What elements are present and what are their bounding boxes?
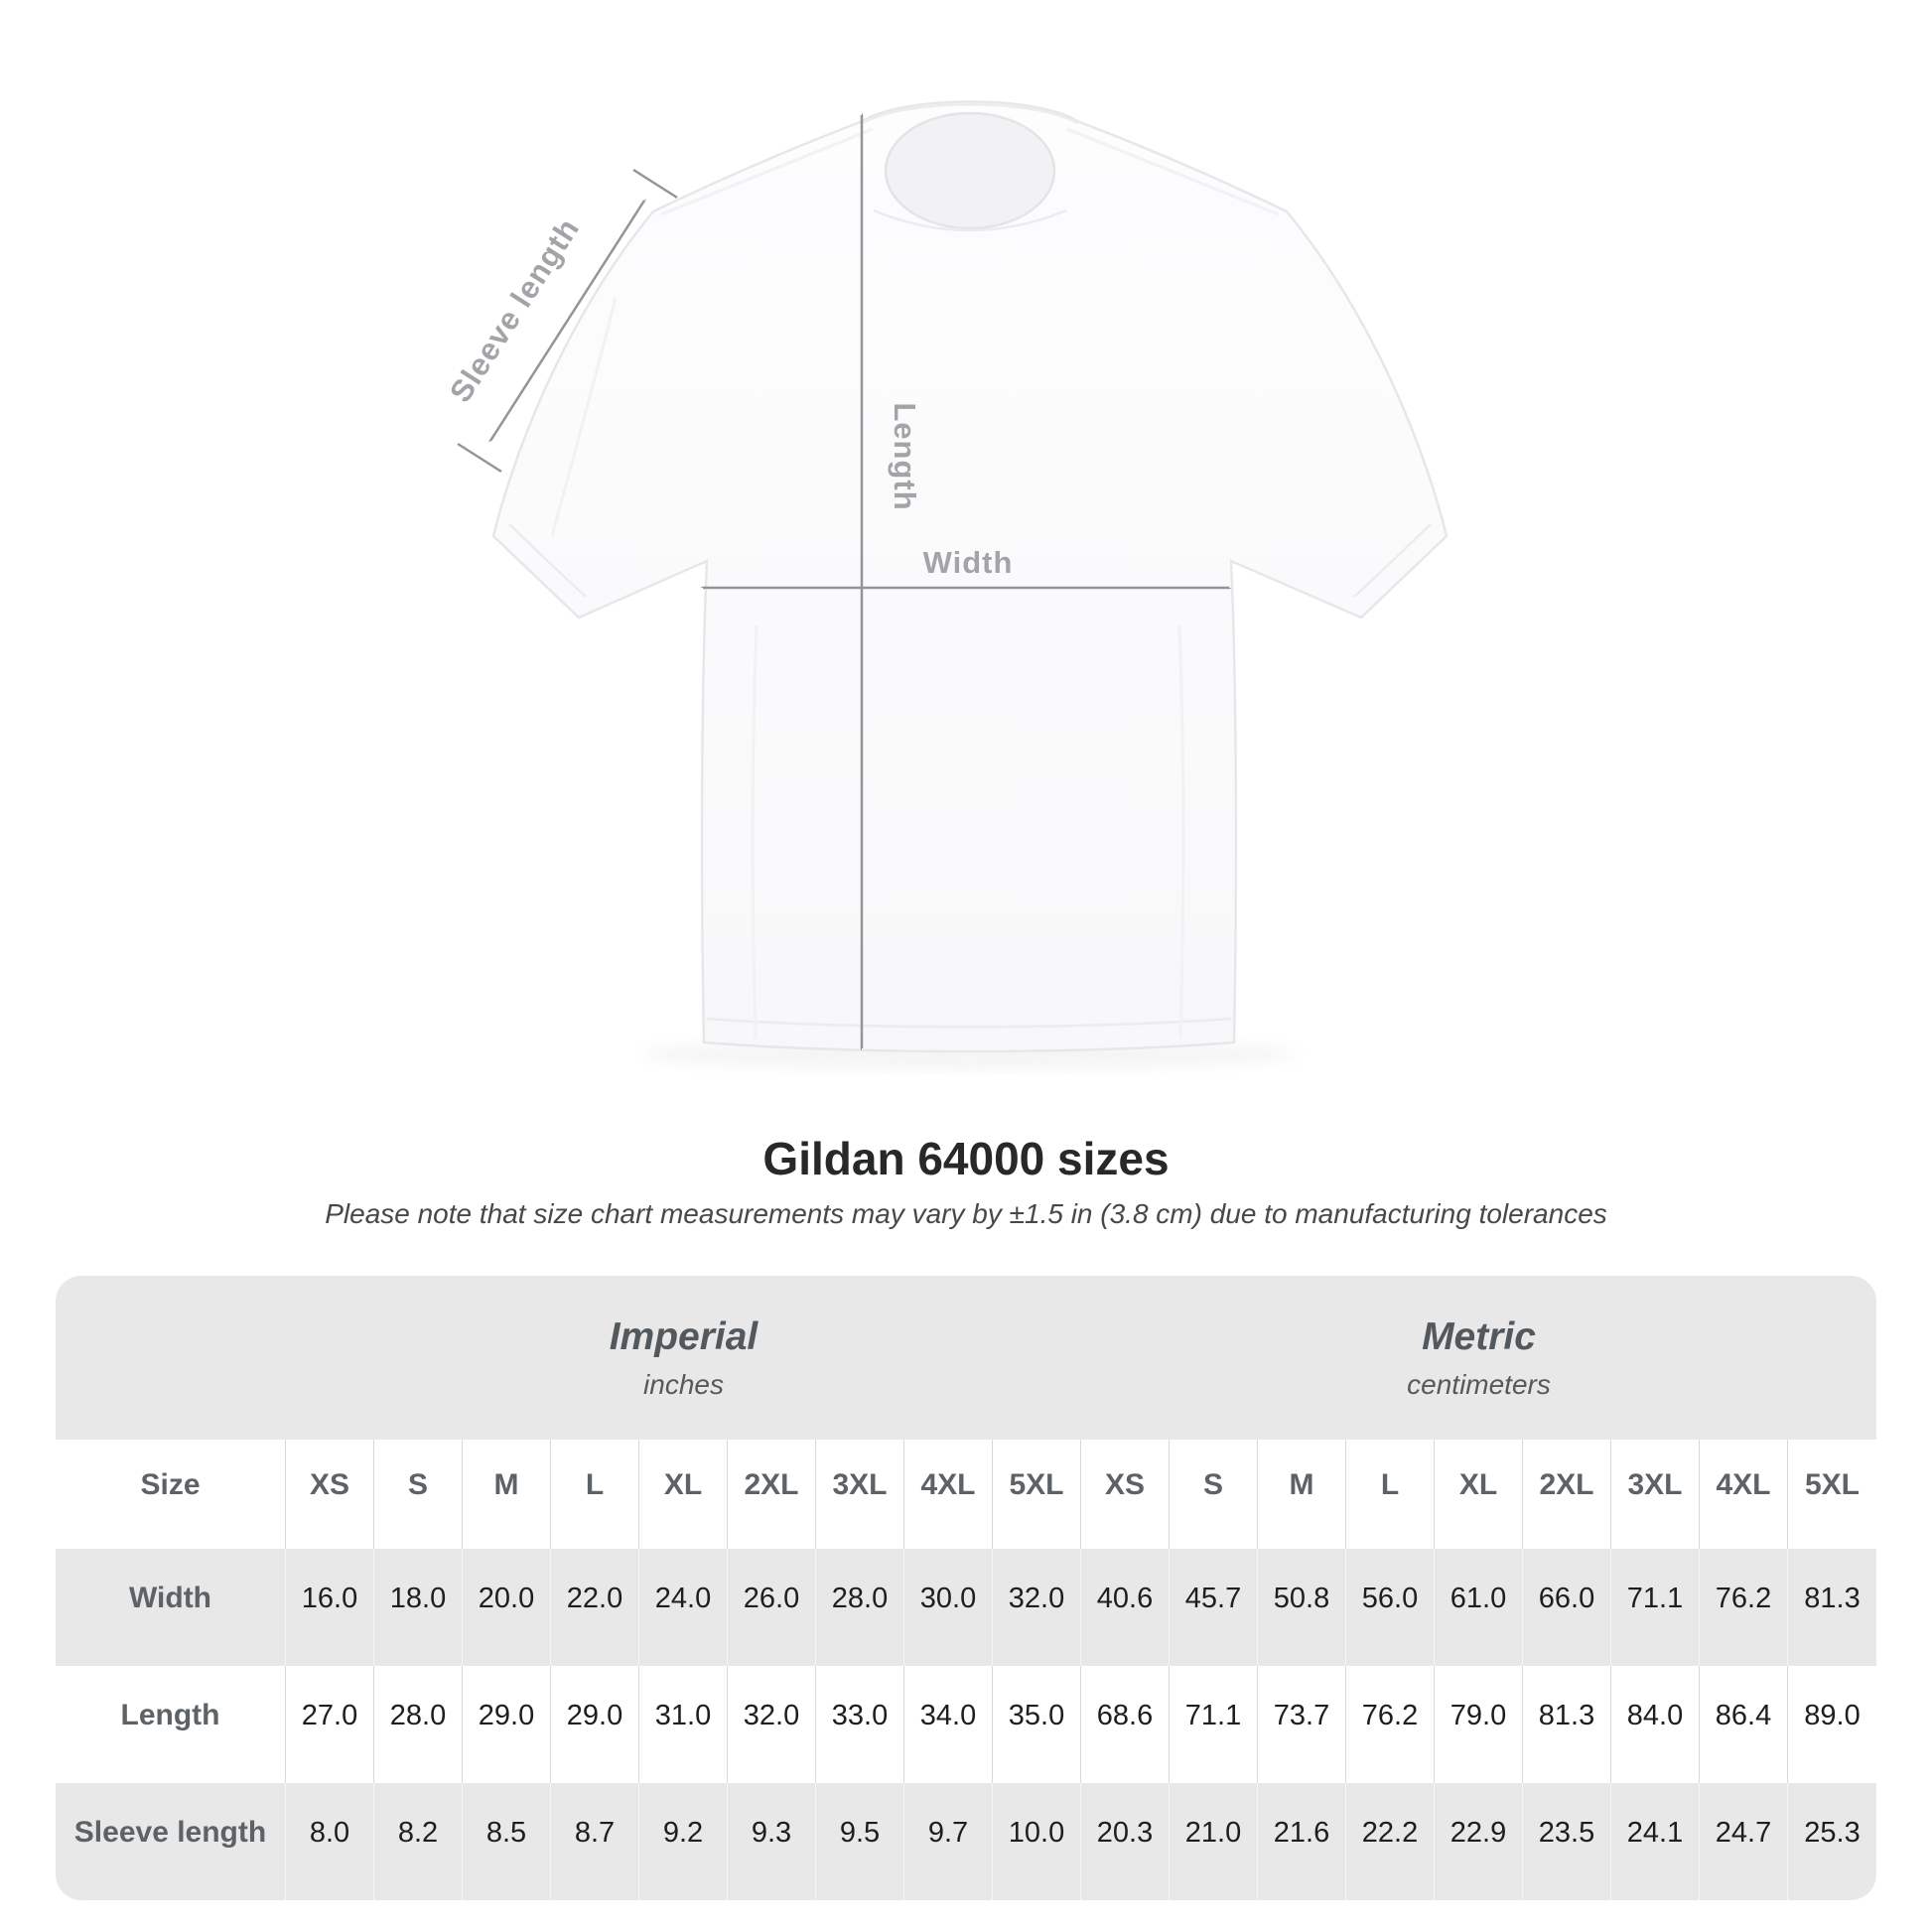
value-cell: 25.3 (1804, 1816, 1861, 1849)
value-cell: 9.3 (728, 1783, 816, 1900)
size-col-header: S (374, 1440, 463, 1549)
size-col-header: 5XL (1804, 1468, 1861, 1501)
page-title: Gildan 64000 sizes (762, 1133, 1170, 1184)
value-cell: 56.0 (1346, 1549, 1435, 1666)
size-col-header: 3XL (816, 1440, 904, 1549)
size-chart-table: Imperial inches Metric centimeters Size X… (56, 1276, 1876, 1900)
table-unit-header-row: Imperial inches Metric centimeters (56, 1276, 1876, 1440)
size-col-header: XS (1081, 1440, 1170, 1549)
width-label: Width (923, 545, 1014, 580)
value-cell: 22.9 (1435, 1783, 1523, 1900)
value-cell: 20.3 (1081, 1783, 1170, 1900)
value-cell: 9.7 (904, 1783, 993, 1900)
value-cell: 8.7 (551, 1783, 639, 1900)
size-header-row: Size XS S M L XL 2XL 3XL 4XL 5XL XS S M L XL 2XL 3XL 4XL 5… (56, 1440, 1876, 1549)
value-cell: 35.0 (993, 1666, 1081, 1783)
measurement-row-label: Length (56, 1666, 286, 1783)
value-cell: 22.0 (551, 1549, 639, 1666)
width-dimension: Width (703, 545, 1229, 588)
size-col-header: 3XL (1611, 1440, 1700, 1549)
table-row-width: Width 16.0 18.0 20.0 22.0 24.0 26.0 28.0 30.0 32.… (56, 1549, 1876, 1666)
value-cell: 76.2 (1700, 1549, 1788, 1666)
size-col-header: L (1346, 1440, 1435, 1549)
value-cell: 24.1 (1611, 1783, 1700, 1900)
value-cell: 9.5 (816, 1783, 904, 1900)
value-cell: 10.0 (993, 1783, 1081, 1900)
value-cell: 29.0 (551, 1666, 639, 1783)
size-col-header: XL (1435, 1440, 1523, 1549)
measurement-row-label: Sleeve length (56, 1783, 286, 1900)
page-subtitle: Please note that size chart measurements… (325, 1198, 1607, 1229)
value-cell: 50.8 (1258, 1549, 1346, 1666)
size-row-label: Size (56, 1440, 286, 1549)
value-cell: 66.0 (1523, 1549, 1611, 1666)
unit-header-metric: Metric centimeters (1081, 1276, 1876, 1440)
value-cell: 31.0 (639, 1666, 728, 1783)
table-row-sleeve-length: Sleeve length 8.0 8.2 8.5 8.7 9.2 9.3 9.5 9.7 10.… (56, 1783, 1876, 1900)
value-cell: 81.3 (1523, 1666, 1611, 1783)
size-col-header: 4XL (1700, 1440, 1788, 1549)
value-cell: 8.0 (286, 1783, 374, 1900)
size-col-header: L (551, 1440, 639, 1549)
value-cell: 8.5 (463, 1783, 551, 1900)
value-cell: 29.0 (463, 1666, 551, 1783)
collar-opening (884, 111, 1056, 230)
size-col-header: 5XL (993, 1440, 1081, 1549)
measurement-row-label: Width (56, 1549, 286, 1666)
value-cell: 21.6 (1258, 1783, 1346, 1900)
value-cell: 28.0 (816, 1549, 904, 1666)
value-cell: 84.0 (1611, 1666, 1700, 1783)
value-cell: 30.0 (904, 1549, 993, 1666)
imperial-group-label: Imperial (609, 1314, 759, 1358)
size-col-header: XS (286, 1440, 374, 1549)
value-cell: 24.0 (639, 1549, 728, 1666)
length-label: Length (888, 402, 922, 510)
value-cell: 71.1 (1611, 1549, 1700, 1666)
value-cell: 68.6 (1081, 1666, 1170, 1783)
value-cell: 20.0 (463, 1549, 551, 1666)
value-cell: 73.7 (1258, 1666, 1346, 1783)
size-col-header: 2XL (728, 1440, 816, 1549)
value-cell: 8.2 (374, 1783, 463, 1900)
size-col-header: 2XL (1523, 1440, 1611, 1549)
value-cell: 26.0 (728, 1549, 816, 1666)
value-cell: 33.0 (816, 1666, 904, 1783)
unit-header-imperial: Imperial inches (286, 1276, 1081, 1440)
unit-header-spacer (56, 1276, 286, 1440)
size-col-header: 4XL (904, 1440, 993, 1549)
value-cell: 79.0 (1435, 1666, 1523, 1783)
value-cell: 21.0 (1170, 1783, 1258, 1900)
value-cell: 89.0 (1804, 1699, 1861, 1731)
value-cell: 32.0 (728, 1666, 816, 1783)
tshirt-diagram: Sleeve length Length Width (443, 100, 1449, 1070)
value-cell: 34.0 (904, 1666, 993, 1783)
value-cell: 71.1 (1170, 1666, 1258, 1783)
size-col-header: M (463, 1440, 551, 1549)
imperial-group-unit: inches (643, 1368, 724, 1400)
value-cell: 28.0 (374, 1666, 463, 1783)
metric-group-label: Metric (1422, 1314, 1536, 1358)
size-col-header: XL (639, 1440, 728, 1549)
value-cell: 45.7 (1170, 1549, 1258, 1666)
tshirt-image (491, 100, 1449, 1053)
value-cell: 61.0 (1435, 1549, 1523, 1666)
metric-group-unit: centimeters (1407, 1368, 1551, 1400)
size-col-header: S (1170, 1440, 1258, 1549)
value-cell: 40.6 (1081, 1549, 1170, 1666)
value-cell: 76.2 (1346, 1666, 1435, 1783)
value-cell: 32.0 (993, 1549, 1081, 1666)
value-cell: 16.0 (286, 1549, 374, 1666)
value-cell: 86.4 (1700, 1666, 1788, 1783)
value-cell: 22.2 (1346, 1783, 1435, 1900)
value-cell: 9.2 (639, 1783, 728, 1900)
value-cell: 27.0 (286, 1666, 374, 1783)
size-col-header: M (1258, 1440, 1346, 1549)
value-cell: 81.3 (1804, 1582, 1861, 1614)
table-row-length: Length 27.0 28.0 29.0 29.0 31.0 32.0 33.0 34.0 35… (56, 1666, 1876, 1783)
value-cell: 18.0 (374, 1549, 463, 1666)
value-cell: 23.5 (1523, 1783, 1611, 1900)
value-cell: 24.7 (1700, 1783, 1788, 1900)
